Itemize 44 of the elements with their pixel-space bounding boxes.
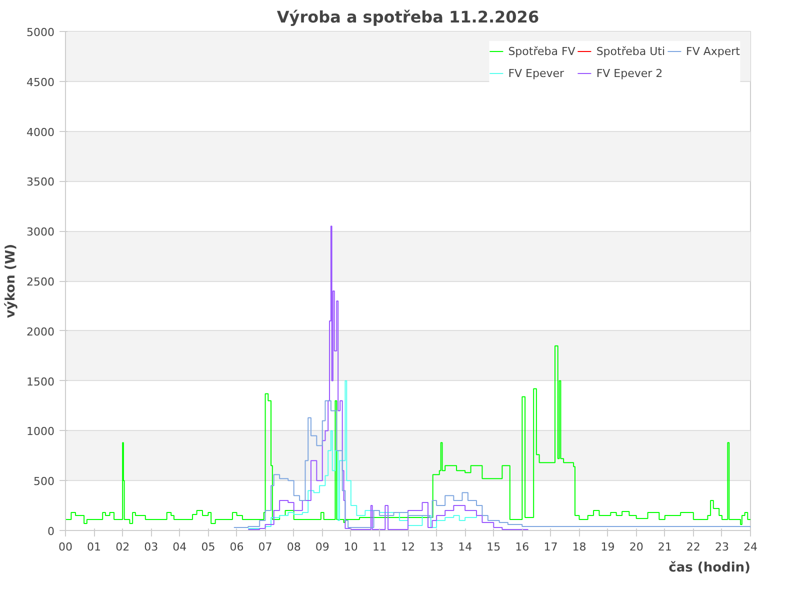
x-axis-title: čas (hodin) [668, 560, 750, 576]
x-tick-label: 20 [629, 540, 644, 554]
x-tick-label: 02 [116, 540, 130, 554]
legend-label: FV Axpert [686, 44, 740, 58]
y-tick-label: 2500 [26, 276, 55, 288]
x-tick-label: 00 [58, 540, 72, 554]
legend-label: Spotřeba FV [508, 44, 576, 58]
x-tick-label: 22 [686, 540, 700, 554]
x-tick-label: 24 [744, 540, 758, 554]
x-tick-label: 09 [315, 540, 330, 554]
x-tick-label: 23 [714, 540, 729, 554]
x-tick-label: 15 [486, 540, 501, 554]
y-axis-title: výkon (W) [4, 244, 19, 318]
y-tick-label: 3500 [26, 176, 55, 189]
x-tick-label: 04 [172, 540, 187, 554]
x-tick-label: 19 [600, 540, 615, 554]
y-tick-label: 4500 [26, 76, 55, 89]
x-tick-label: 12 [401, 540, 415, 554]
y-tick-label: 1500 [26, 375, 55, 388]
x-tick-label: 18 [572, 540, 586, 554]
x-tick-label: 05 [201, 540, 216, 554]
y-tick-label: 1000 [26, 425, 55, 438]
legend-label: Spotřeba Uti [596, 44, 666, 58]
legend-label: FV Epever 2 [596, 66, 663, 80]
x-tick-label: 01 [87, 540, 102, 554]
x-tick-label: 21 [658, 540, 672, 554]
legend-label: FV Epever [508, 66, 564, 80]
y-tick-label: 4000 [26, 126, 55, 139]
x-tick-label: 06 [230, 540, 244, 554]
y-tick-label: 3000 [26, 226, 55, 239]
chart-title: Výroba a spotřeba 11.2.2026 [276, 8, 540, 26]
y-tick-label: 5000 [26, 26, 55, 39]
x-tick-label: 13 [430, 540, 444, 554]
y-tick-label: 0 [48, 525, 54, 538]
x-tick-label: 16 [515, 540, 530, 554]
y-tick-label: 2000 [26, 325, 55, 338]
x-tick-label: 14 [458, 540, 472, 554]
x-tick-label: 07 [258, 540, 272, 554]
x-tick-label: 17 [544, 540, 558, 554]
x-tick-label: 11 [372, 540, 386, 554]
x-tick-label: 10 [344, 540, 358, 554]
x-tick-label: 03 [144, 540, 158, 554]
x-tick-label: 08 [286, 540, 301, 554]
y-tick-label: 500 [34, 475, 55, 488]
